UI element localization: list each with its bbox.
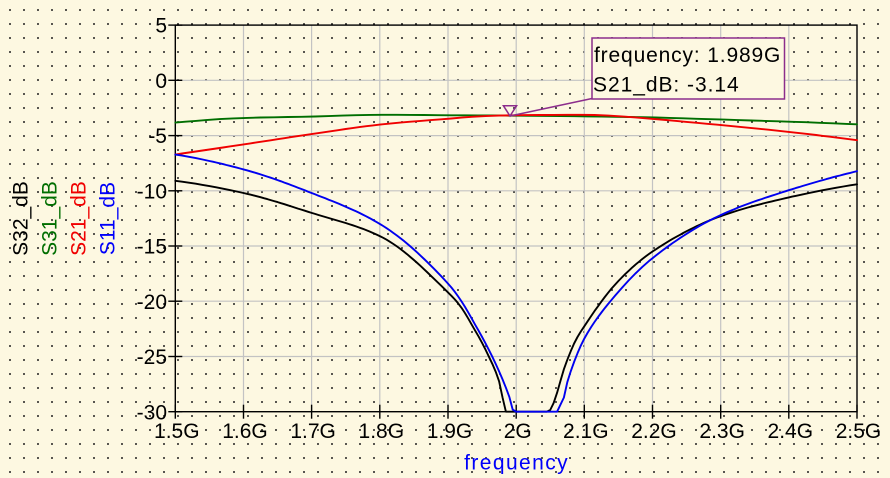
svg-text:-10: -10 [137, 180, 167, 203]
svg-text:0: 0 [155, 70, 167, 93]
svg-text:1.8G: 1.8G [359, 420, 405, 443]
svg-text:1.7G: 1.7G [290, 420, 336, 443]
svg-text:2.4G: 2.4G [768, 420, 814, 443]
svg-text:1.6G: 1.6G [222, 420, 268, 443]
svg-text:S21_dB: S21_dB [68, 181, 91, 256]
svg-text:-30: -30 [137, 401, 167, 424]
svg-text:1.9G: 1.9G [427, 420, 473, 443]
svg-text:frequency: frequency [464, 451, 569, 474]
svg-text:S32_dB: S32_dB [10, 181, 33, 256]
svg-text:S11_dB: S11_dB [97, 182, 120, 255]
svg-text:S21_dB: -3.14: S21_dB: -3.14 [593, 73, 740, 96]
svg-text:2G: 2G [504, 420, 532, 443]
svg-text:S31_dB: S31_dB [39, 181, 62, 256]
svg-text:-25: -25 [137, 346, 167, 369]
svg-text:1.5G: 1.5G [154, 420, 200, 443]
svg-text:2.5G: 2.5G [836, 420, 882, 443]
svg-text:-15: -15 [137, 236, 167, 259]
svg-text:-20: -20 [137, 291, 167, 314]
svg-text:frequency: 1.989G: frequency: 1.989G [594, 44, 781, 67]
svg-text:5: 5 [155, 15, 167, 38]
svg-text:-5: -5 [148, 125, 167, 148]
svg-text:2.1G: 2.1G [563, 420, 609, 443]
svg-text:2.3G: 2.3G [699, 420, 745, 443]
svg-text:2.2G: 2.2G [631, 420, 677, 443]
